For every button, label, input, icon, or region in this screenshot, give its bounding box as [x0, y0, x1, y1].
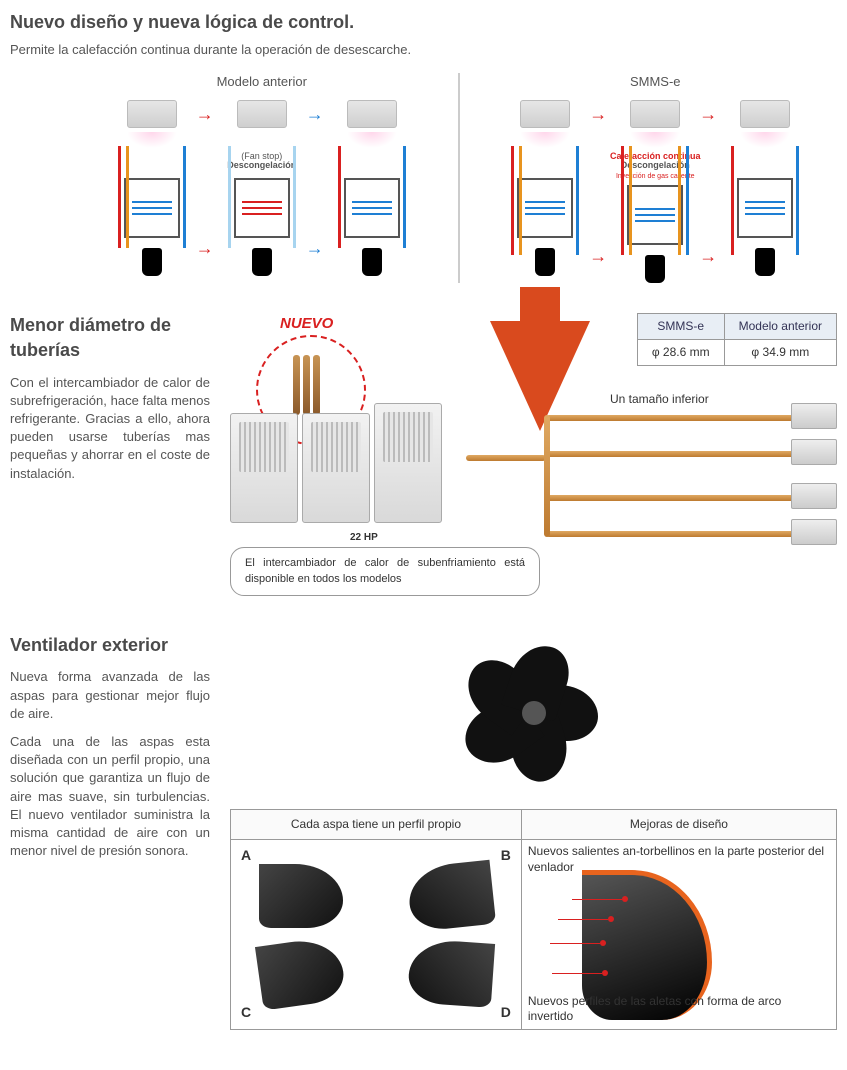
column-divider	[458, 73, 460, 283]
size-label: Un tamaño inferior	[610, 391, 709, 408]
table-header: Modelo anterior	[724, 314, 836, 340]
diagram-comparison: Modelo anterior → →	[10, 73, 837, 283]
section3-p2: Cada una de las aspas esta diseñada con …	[10, 733, 210, 860]
cassette-icon	[347, 100, 397, 128]
blade-shape-icon	[255, 935, 347, 1010]
section2-body: Con el intercambiador de calor de subref…	[10, 374, 210, 483]
cassette-icon	[630, 100, 680, 128]
unit-new-defrost: Calefacción continua Descongelación Inye…	[605, 100, 705, 284]
unit-new-1: → →	[495, 100, 595, 284]
section1-subtitle: Permite la calefacción continua durante …	[10, 41, 837, 59]
section1-title: Nuevo diseño y nueva lógica de control.	[10, 10, 837, 35]
section3-p1: Nueva forma avanzada de las aspas para g…	[10, 668, 210, 723]
design-note-bottom: Nuevos perfiles de las aletas con forma …	[528, 994, 830, 1025]
col-b-label: SMMS-e	[474, 73, 838, 91]
cassette-icon	[791, 483, 837, 509]
blade-shape-icon	[259, 864, 343, 928]
pipe-size-table: SMMS-e Modelo anterior φ 28.6 mm φ 34.9 …	[637, 313, 837, 366]
unit-prev-1: → →	[102, 100, 202, 276]
cassette-icon	[740, 100, 790, 128]
design-note-top: Nuevos salientes an-torbellinos en la pa…	[528, 844, 830, 875]
compressor-icon	[362, 248, 382, 276]
section-outdoor-fan: Ventilador exterior Nueva forma avanzada…	[10, 633, 837, 1030]
outdoor-unit-icon	[230, 413, 298, 523]
fan-icon	[454, 633, 614, 793]
blade-shape-icon	[407, 938, 495, 1008]
fan-table-th1: Cada aspa tiene un perfil propio	[231, 810, 522, 840]
section3-title: Ventilador exterior	[10, 633, 210, 658]
col-a-label: Modelo anterior	[80, 73, 444, 91]
outdoor-unit-icon	[374, 403, 442, 523]
unit-new-3	[715, 100, 815, 284]
section-control-logic: Nuevo diseño y nueva lógica de control. …	[10, 10, 837, 283]
unit-prev-defrost: (Fan stop) Descongelación → →	[212, 100, 312, 276]
blade-label-d: D	[501, 1003, 511, 1023]
nuevo-badge: NUEVO	[280, 313, 333, 334]
column-smms-e: SMMS-e → →	[474, 73, 838, 283]
cassette-icon	[520, 100, 570, 128]
table-cell: φ 28.6 mm	[637, 340, 724, 366]
note-box: El intercambiador de calor de subenfriam…	[230, 547, 540, 596]
blades-cell: A B C D	[231, 840, 522, 1030]
hp-label: 22 HP	[350, 531, 378, 545]
blade-label-a: A	[241, 846, 251, 866]
section2-text: Menor diámetro de tuberías Con el interc…	[10, 313, 210, 603]
outdoor-unit-icon	[302, 413, 370, 523]
compressor-icon	[252, 248, 272, 276]
blade-label-b: B	[501, 846, 511, 866]
cassette-icon	[127, 100, 177, 128]
cassette-icon	[791, 519, 837, 545]
table-cell: φ 34.9 mm	[724, 340, 836, 366]
compressor-icon	[645, 255, 665, 283]
section2-diagram: NUEVO SMMS-e Modelo anterior φ 28.6 mm φ…	[230, 313, 837, 603]
cassette-icon	[237, 100, 287, 128]
unit-prev-3	[322, 100, 422, 276]
section3-visual: Cada aspa tiene un perfil propio Mejoras…	[230, 633, 837, 1030]
section2-title: Menor diámetro de tuberías	[10, 313, 210, 363]
branch-pipes-icon	[466, 415, 837, 555]
fan-table: Cada aspa tiene un perfil propio Mejoras…	[230, 809, 837, 1030]
blade-label-c: C	[241, 1003, 251, 1023]
blade-shape-icon	[406, 860, 496, 932]
outdoor-units-group	[230, 403, 442, 523]
section-pipe-diameter: Menor diámetro de tuberías Con el interc…	[10, 313, 837, 603]
section3-text: Ventilador exterior Nueva forma avanzada…	[10, 633, 210, 1030]
cassette-icon	[791, 403, 837, 429]
compressor-icon	[142, 248, 162, 276]
column-previous-model: Modelo anterior → →	[80, 73, 444, 275]
table-header: SMMS-e	[637, 314, 724, 340]
design-cell: Nuevos salientes an-torbellinos en la pa…	[521, 840, 836, 1030]
fan-table-th2: Mejoras de diseño	[521, 810, 836, 840]
cassette-icon	[791, 439, 837, 465]
